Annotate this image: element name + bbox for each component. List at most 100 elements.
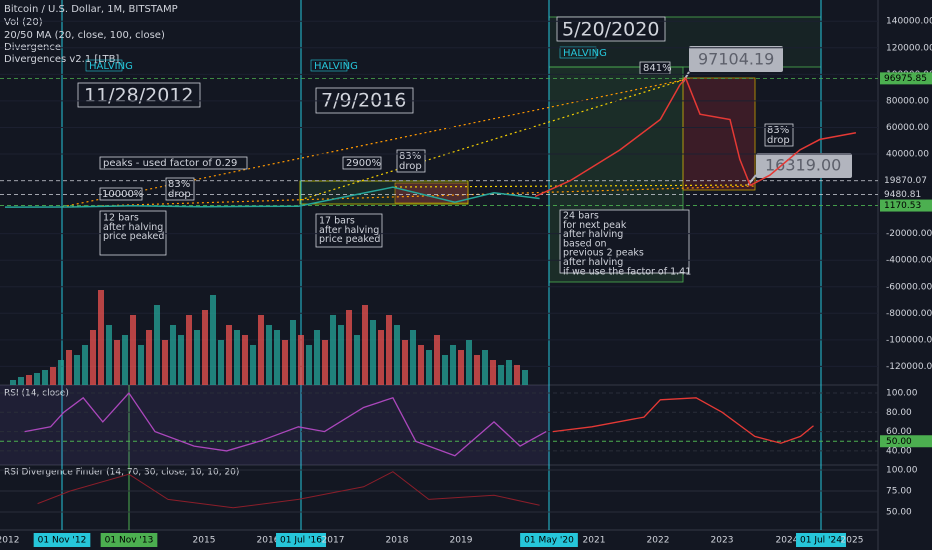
note-line: based on — [563, 238, 607, 249]
halving-label: HALVING — [314, 61, 358, 72]
level-label: 19870.07 — [884, 176, 927, 186]
halving-label: HALVING — [89, 61, 133, 72]
volume-bar — [354, 335, 360, 385]
price-tick-label: 120000.00 — [886, 43, 932, 53]
indicator: Divergences v2.1 [LTB] — [4, 54, 119, 65]
volume-bar — [490, 360, 496, 385]
volume-bar — [314, 330, 320, 385]
volume-bar — [394, 325, 400, 385]
volume-bar — [362, 305, 368, 385]
level-label: 96975.85 — [884, 74, 927, 84]
div-tick-label: 50.00 — [886, 508, 912, 518]
pane-title: RSI Divergence Finder (14, 70, 30, close… — [4, 468, 239, 478]
volume-bar — [426, 350, 432, 385]
drop-label: 83% — [168, 179, 190, 190]
note-line: if we use the factor of 1.41 — [563, 266, 691, 277]
volume-bar — [290, 320, 296, 385]
volume-bar — [418, 345, 424, 385]
div-tick-label: 100.00 — [886, 466, 918, 476]
volume-bar — [154, 305, 160, 385]
rsi-tick-label: 40.00 — [886, 446, 912, 456]
date-tag — [100, 533, 158, 547]
date-label: 2017 — [322, 536, 345, 546]
volume-bar — [498, 365, 504, 385]
volume-bar — [18, 377, 24, 385]
drop-label: drop — [767, 135, 790, 146]
date-label: 2021 — [583, 536, 606, 546]
note-box — [165, 177, 195, 201]
volume-bar — [306, 345, 312, 385]
volume-bar — [90, 330, 96, 385]
price-tick-label: -60000.00 — [886, 282, 932, 292]
rsi-projection — [552, 397, 814, 444]
peak-target: 97104.19 — [698, 50, 774, 69]
date-tag — [33, 533, 91, 547]
rsi-tick-label: 100.00 — [886, 389, 918, 399]
date-box — [77, 82, 201, 108]
volume-bar — [202, 310, 208, 385]
volume-bar — [10, 380, 16, 385]
projection-line — [534, 76, 857, 198]
gain-label: 841% — [643, 63, 672, 74]
date-label: 01 Jul '16 — [280, 536, 322, 546]
volume-bar — [266, 325, 272, 385]
volume-bar — [50, 367, 56, 385]
indicator: Vol (20) — [4, 17, 43, 28]
note-line: for next peak — [563, 220, 627, 231]
note-box — [342, 156, 382, 170]
price-tick-label: -40000.00 — [886, 256, 932, 266]
volume-bar — [114, 340, 120, 385]
volume-bar — [346, 310, 352, 385]
volume-bar — [146, 330, 152, 385]
volume-bar — [122, 335, 128, 385]
volume-bar — [330, 315, 336, 385]
date-label: 2025 — [841, 536, 864, 546]
drop-zone-2016 — [394, 182, 469, 204]
volume-bar — [194, 330, 200, 385]
volume-bar — [242, 335, 248, 385]
rsi-band — [0, 385, 549, 465]
volume-bar — [162, 340, 168, 385]
volume-bar — [402, 340, 408, 385]
volume-bar — [522, 370, 528, 385]
volume-bar — [466, 340, 472, 385]
halving-date: 11/28/2012 — [84, 85, 194, 107]
div-tick-label: 75.00 — [886, 487, 912, 497]
volume-bar — [482, 350, 488, 385]
volume-bar — [138, 345, 144, 385]
volume-bar — [178, 335, 184, 385]
volume-bar — [82, 345, 88, 385]
volume-bar — [186, 315, 192, 385]
volume-bar — [274, 330, 280, 385]
date-label: 01 May '20 — [524, 536, 574, 546]
bottom-target: 16319.00 — [765, 156, 841, 175]
divergence-line — [37, 471, 540, 509]
price-tick-label: -20000.00 — [886, 229, 932, 239]
date-label: 2022 — [647, 536, 670, 546]
volume-bar — [26, 375, 32, 385]
note-line: after halving — [563, 229, 623, 240]
halving-box — [559, 46, 597, 59]
drop-label: drop — [168, 189, 191, 200]
price-tick-label: 140000.00 — [886, 17, 932, 27]
drop-zone — [682, 77, 756, 191]
volume-bar — [250, 345, 256, 385]
volume-bar — [98, 290, 104, 385]
volume-bar — [378, 330, 384, 385]
level-tag — [880, 72, 932, 85]
volume-bar — [442, 355, 448, 385]
note-line: 17 bars — [319, 216, 355, 227]
level-tag — [880, 188, 932, 201]
level-tag — [880, 174, 932, 187]
date-label: 2023 — [711, 536, 734, 546]
volume-bar — [170, 325, 176, 385]
note-line: after halving — [563, 257, 623, 268]
price-tick-label: 60000.00 — [886, 123, 929, 133]
note-box — [396, 149, 426, 173]
note-box — [559, 209, 690, 274]
note-line: price peaked — [103, 231, 164, 242]
symbol: Bitcoin / U.S. Dollar, 1M, BITSTAMP — [4, 4, 178, 15]
volume-bar — [282, 340, 288, 385]
volume-bar — [450, 345, 456, 385]
